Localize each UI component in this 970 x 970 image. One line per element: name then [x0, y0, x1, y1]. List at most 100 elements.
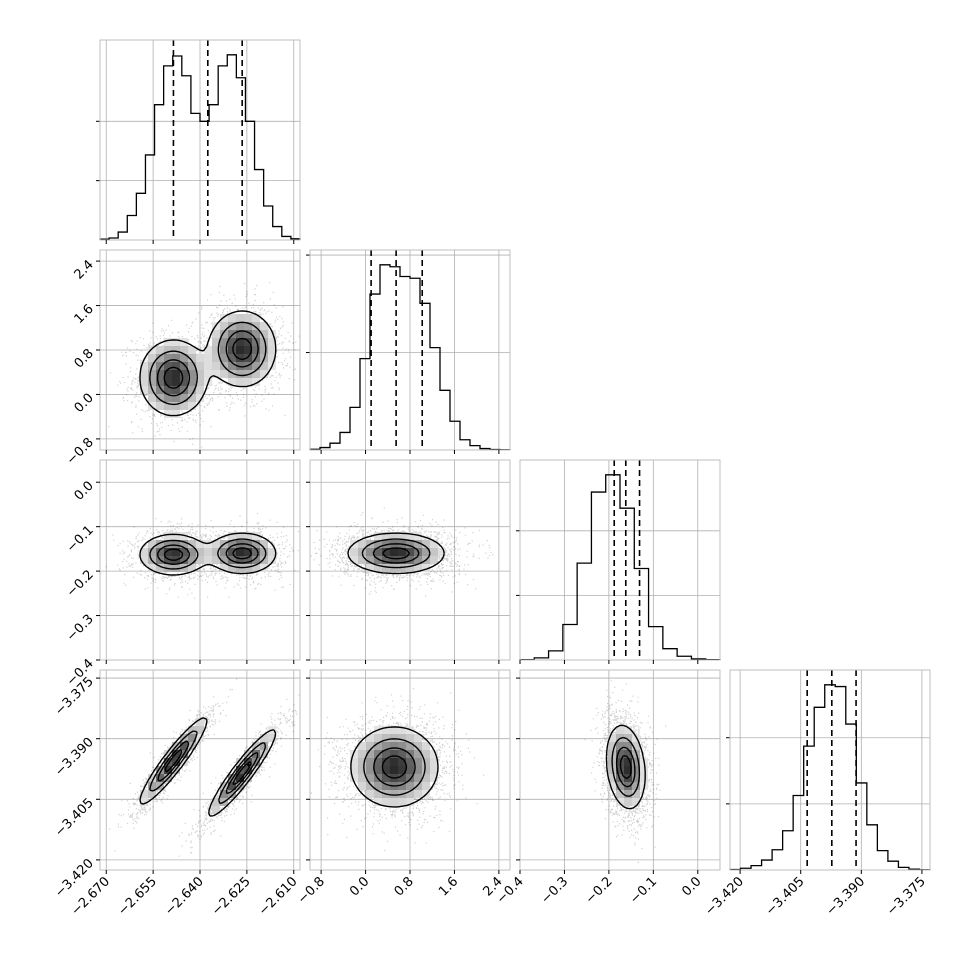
density-cell: [252, 314, 260, 322]
density-cell: [172, 338, 180, 346]
density-cell: [382, 758, 390, 766]
histogram-3: [729, 684, 931, 871]
density-cell: [640, 774, 648, 782]
density-cell: [438, 548, 446, 556]
density-cell: [244, 322, 252, 330]
density-cell: [244, 750, 252, 758]
density-cell: [398, 734, 406, 742]
density-cell: [398, 556, 406, 564]
density-cell: [350, 548, 358, 556]
density-cell: [398, 798, 406, 806]
density-cell: [366, 556, 374, 564]
density-cell: [252, 540, 260, 548]
y-tick-label: −0.1: [64, 523, 97, 556]
density-cell: [228, 378, 236, 386]
density-cell: [374, 790, 382, 798]
density-cell: [358, 540, 366, 548]
density-cell: [616, 766, 624, 774]
pair-3-1: [310, 688, 485, 852]
density-cell: [172, 540, 180, 548]
density-cell: [236, 378, 244, 386]
density-cell: [212, 330, 220, 338]
density-cell: [608, 766, 616, 774]
density-cell: [616, 726, 624, 734]
density-cell: [180, 354, 188, 362]
density-cell: [180, 346, 188, 354]
density-cell: [180, 378, 188, 386]
density-cell: [236, 548, 244, 556]
density-cell: [196, 354, 204, 362]
density-cell: [180, 758, 188, 766]
scatter-points: [109, 670, 300, 857]
density-cell: [164, 758, 172, 766]
density-cell: [252, 322, 260, 330]
density-cell: [196, 548, 204, 556]
density-cell: [624, 726, 632, 734]
density-cell: [398, 726, 406, 734]
density-cell: [358, 742, 366, 750]
density-cell: [374, 532, 382, 540]
density-cell: [624, 798, 632, 806]
density-cell: [140, 798, 148, 806]
x-tick-label: −2.655: [115, 874, 160, 919]
density-cell: [252, 346, 260, 354]
density-cell: [422, 766, 430, 774]
density-cell: [414, 532, 422, 540]
density-cell: [252, 370, 260, 378]
density-cell: [228, 314, 236, 322]
density-cell: [172, 354, 180, 362]
density-cell: [414, 750, 422, 758]
density-cell: [188, 556, 196, 564]
histogram-0: [99, 54, 301, 240]
x-tick-label: 0.0: [679, 874, 704, 899]
density-cell: [236, 346, 244, 354]
density-cell: [406, 782, 414, 790]
density-cell: [374, 782, 382, 790]
density-cell: [156, 564, 164, 572]
density-cell: [180, 540, 188, 548]
density-cell: [414, 766, 422, 774]
density-cell: [244, 758, 252, 766]
density-cell: [156, 548, 164, 556]
density-cell: [260, 346, 268, 354]
density-cell: [414, 742, 422, 750]
density-cell: [180, 556, 188, 564]
histogram-2: [519, 474, 721, 661]
density-cell: [204, 540, 212, 548]
y-tick-label: 2.4: [72, 257, 97, 282]
density-cell: [422, 564, 430, 572]
density-cell: [616, 798, 624, 806]
contour-level-2: [157, 543, 259, 565]
density-cell: [220, 548, 228, 556]
density-cell: [406, 766, 414, 774]
density-cell: [382, 774, 390, 782]
density-cell: [616, 790, 624, 798]
density-cell: [236, 322, 244, 330]
density-cell: [156, 362, 164, 370]
contour-level-0: [139, 717, 277, 817]
x-tick-label: 0.0: [347, 874, 372, 899]
density-cell: [406, 758, 414, 766]
density-cell: [188, 548, 196, 556]
density-cell: [374, 540, 382, 548]
density-cell: [608, 782, 616, 790]
histogram-1: [309, 264, 511, 451]
contour-level-1: [363, 738, 426, 796]
pair-1-0: [108, 282, 300, 448]
y-tick-label: −3.405: [52, 796, 97, 841]
density-cell: [196, 394, 204, 402]
density-cell: [180, 742, 188, 750]
density-cell: [156, 774, 164, 782]
density-cell: [236, 370, 244, 378]
density-cell: [422, 758, 430, 766]
density-cell: [164, 378, 172, 386]
density-cell: [212, 548, 220, 556]
density-cell: [148, 548, 156, 556]
density-cell: [228, 548, 236, 556]
density-cell: [156, 540, 164, 548]
density-cell: [430, 758, 438, 766]
density-cell: [268, 354, 276, 362]
density-cell: [220, 370, 228, 378]
density-cell: [390, 798, 398, 806]
density-cell: [204, 370, 212, 378]
